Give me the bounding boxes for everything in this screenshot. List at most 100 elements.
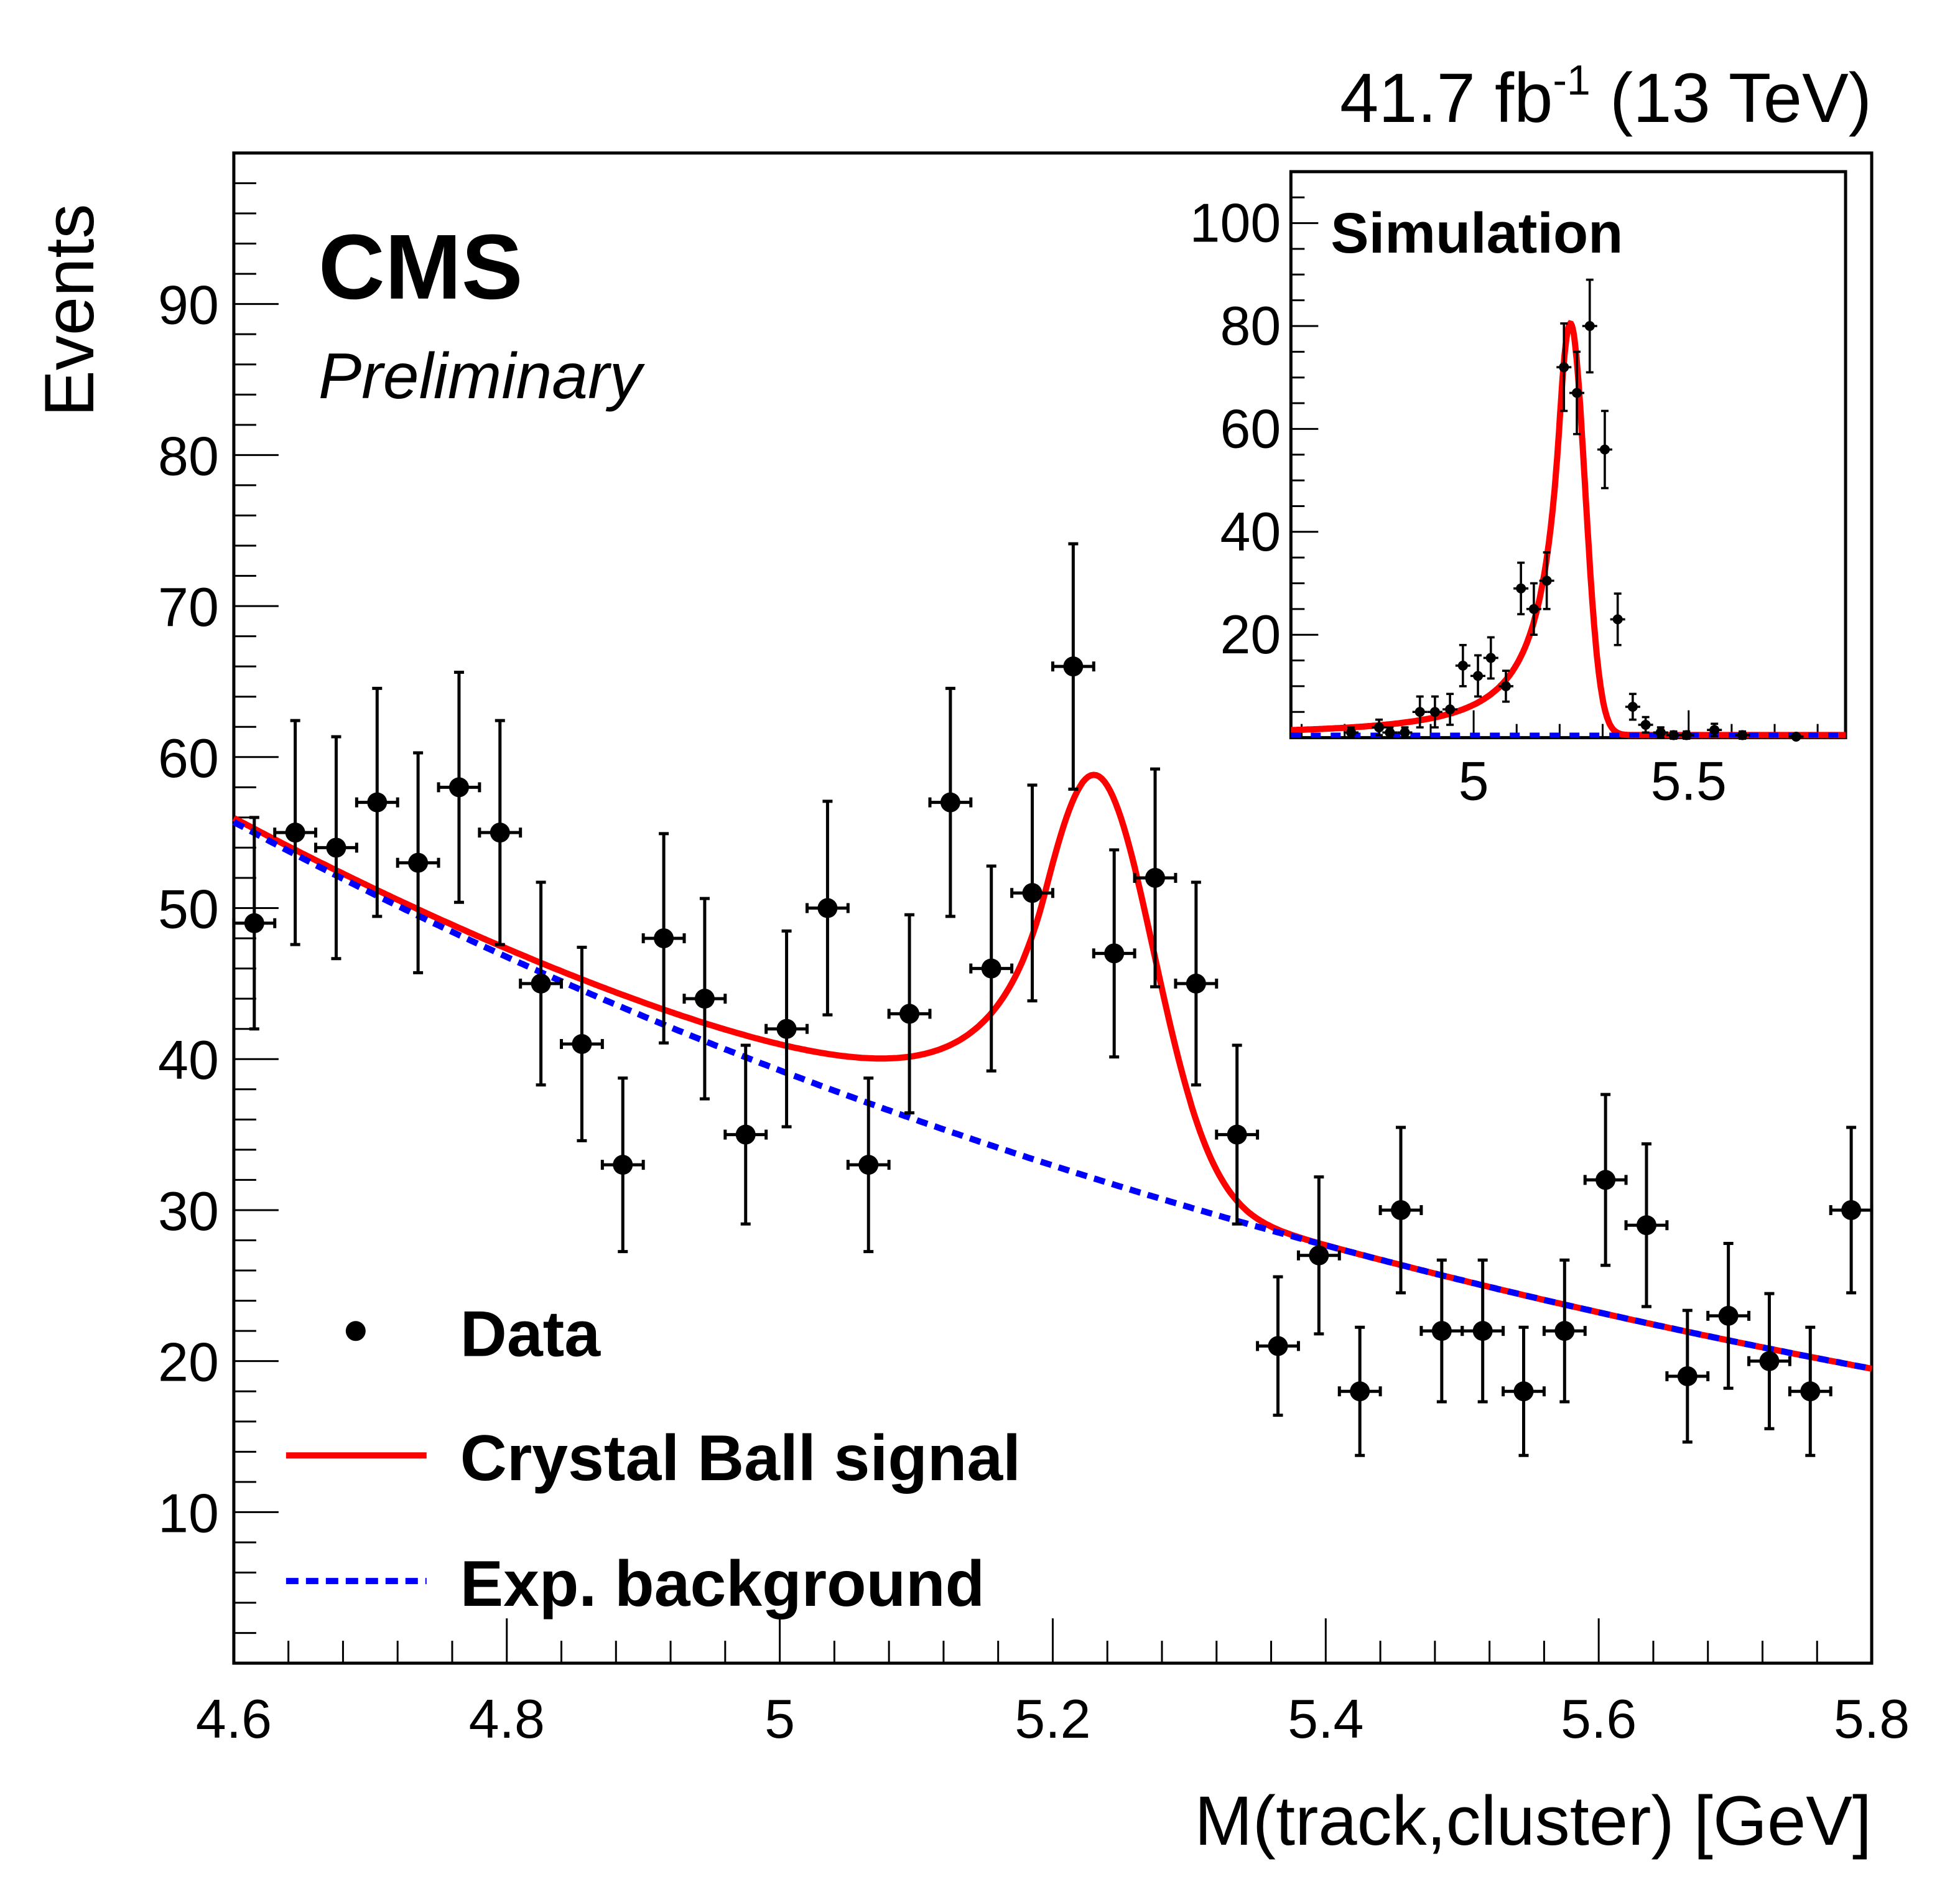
inset-data-marker bbox=[1627, 701, 1638, 712]
data-point bbox=[478, 719, 523, 946]
data-point bbox=[764, 929, 809, 1129]
inset-data-point bbox=[1498, 669, 1513, 703]
inset-data-point bbox=[1788, 731, 1804, 742]
data-point bbox=[396, 751, 440, 974]
inset-data-point bbox=[1526, 582, 1541, 636]
data-marker bbox=[1391, 1200, 1411, 1220]
x-tick-label: 5.8 bbox=[1834, 1688, 1910, 1750]
data-marker bbox=[735, 1124, 756, 1145]
data-point bbox=[600, 1076, 645, 1254]
data-point bbox=[1624, 1142, 1669, 1308]
background-curve bbox=[232, 819, 1872, 1372]
inset-data-point bbox=[1597, 409, 1612, 490]
inset-data-point bbox=[1455, 643, 1470, 688]
inset-data-point bbox=[1735, 730, 1750, 740]
data-point bbox=[1256, 1275, 1300, 1417]
data-point bbox=[560, 946, 604, 1142]
inset-data-point bbox=[1610, 592, 1625, 646]
inset-data-marker bbox=[1599, 444, 1610, 455]
data-point bbox=[641, 832, 686, 1045]
data-point bbox=[723, 1043, 768, 1226]
data-point bbox=[519, 880, 564, 1087]
inset-data-point bbox=[1344, 726, 1359, 739]
data-marker bbox=[899, 1004, 920, 1024]
data-point bbox=[805, 799, 850, 1017]
data-marker bbox=[1677, 1366, 1698, 1386]
data-marker bbox=[613, 1155, 633, 1175]
data-point bbox=[437, 670, 481, 904]
data-point bbox=[1419, 1258, 1464, 1404]
data-marker bbox=[1186, 973, 1206, 994]
data-point bbox=[314, 735, 358, 961]
data-point bbox=[355, 686, 399, 918]
inset-data-marker bbox=[1473, 671, 1484, 681]
y-axis-label: Events bbox=[30, 204, 108, 417]
inset-x-tick-label: 5 bbox=[1459, 750, 1489, 812]
data-marker bbox=[326, 837, 346, 858]
inset-data-marker bbox=[1528, 604, 1539, 614]
data-marker bbox=[981, 958, 1001, 979]
data-marker bbox=[408, 852, 429, 873]
data-point bbox=[1788, 1325, 1832, 1457]
legend-signal-label: Crystal Ball signal bbox=[460, 1422, 1021, 1494]
inset-data-marker bbox=[1385, 727, 1395, 738]
data-point bbox=[1829, 1126, 1874, 1295]
inset-data-marker bbox=[1791, 731, 1801, 742]
inset-data-point bbox=[1470, 654, 1486, 698]
data-point bbox=[887, 913, 932, 1115]
inset-data-marker bbox=[1655, 727, 1666, 738]
inset-data-marker bbox=[1414, 707, 1425, 717]
inset-frame bbox=[1289, 170, 1847, 740]
legend-data-label: Data bbox=[460, 1298, 601, 1370]
data-marker bbox=[1595, 1170, 1616, 1190]
luminosity-label: 41.7 fb-1 (13 TeV) bbox=[1340, 57, 1872, 137]
inset-y-tick-label: 40 bbox=[1220, 501, 1281, 562]
y-tick-label: 40 bbox=[158, 1029, 219, 1091]
y-tick-label: 30 bbox=[158, 1180, 219, 1242]
inset-data-point bbox=[1382, 726, 1398, 739]
inset-data-marker bbox=[1457, 660, 1468, 671]
y-tick-label: 60 bbox=[158, 727, 219, 789]
inset-y-tick-label: 100 bbox=[1190, 192, 1281, 254]
inset-x-tick-label: 5.5 bbox=[1651, 750, 1727, 812]
inset-data-point bbox=[1653, 726, 1668, 739]
main-data-points bbox=[232, 542, 1874, 1457]
x-tick-label: 5 bbox=[764, 1688, 795, 1750]
inset-data-marker bbox=[1612, 614, 1623, 625]
inset-data-point bbox=[1427, 695, 1442, 729]
signal-curve bbox=[232, 772, 1872, 1372]
inset-y-tick-label: 60 bbox=[1220, 398, 1281, 459]
data-point bbox=[969, 864, 1014, 1073]
data-marker bbox=[448, 777, 469, 798]
inset-data-marker bbox=[1429, 707, 1440, 717]
data-marker bbox=[244, 913, 264, 933]
inset-data-marker bbox=[1500, 681, 1511, 691]
data-point bbox=[1665, 1308, 1710, 1444]
inset-data-point bbox=[1483, 636, 1498, 680]
cms-label: CMS bbox=[318, 216, 523, 319]
data-marker bbox=[1350, 1381, 1370, 1402]
data-point bbox=[1747, 1292, 1791, 1430]
data-point bbox=[1706, 1241, 1751, 1390]
data-marker bbox=[1554, 1321, 1575, 1341]
data-marker bbox=[1513, 1381, 1534, 1402]
inset-data-marker bbox=[1584, 321, 1595, 332]
inset-data-marker bbox=[1541, 576, 1552, 586]
y-tick-label: 20 bbox=[158, 1331, 219, 1393]
inset-data-marker bbox=[1516, 583, 1526, 594]
inset-data-point bbox=[1442, 692, 1458, 726]
y-tick-label: 80 bbox=[158, 425, 219, 487]
data-marker bbox=[694, 989, 715, 1009]
data-point bbox=[1133, 767, 1177, 989]
inset-data-marker bbox=[1640, 719, 1651, 730]
inset-data-point bbox=[1582, 278, 1597, 374]
x-tick-label: 5.2 bbox=[1015, 1688, 1090, 1750]
data-point bbox=[846, 1076, 891, 1254]
data-marker bbox=[858, 1155, 879, 1175]
data-marker bbox=[1227, 1124, 1247, 1145]
legend-background-label: Exp. background bbox=[460, 1548, 985, 1620]
data-point bbox=[928, 686, 973, 918]
data-marker bbox=[1841, 1200, 1862, 1220]
y-tick-label: 10 bbox=[158, 1482, 219, 1544]
